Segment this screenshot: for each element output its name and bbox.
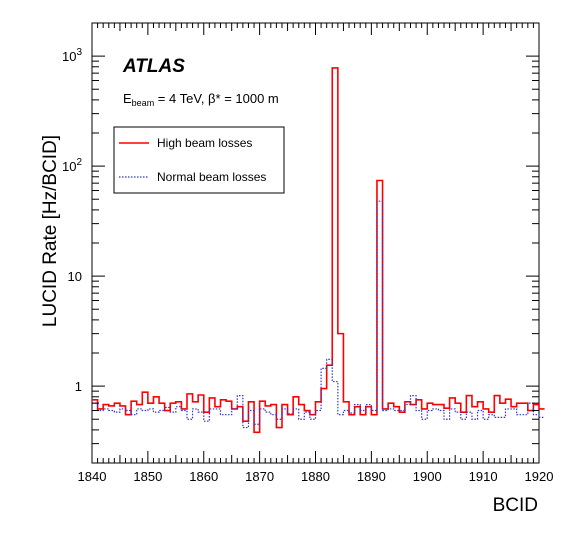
beam-info-subscript: beam	[132, 98, 155, 108]
y-tick-label-base: 10	[62, 159, 76, 174]
y-tick-label-base: 10	[68, 269, 82, 284]
legend-label-high: High beam losses	[157, 136, 252, 150]
x-axis-title: BCID	[493, 495, 538, 516]
x-tick-label: 1850	[133, 469, 162, 484]
y-tick-label-base: 1	[75, 379, 82, 394]
x-tick-label: 1860	[189, 469, 218, 484]
x-tick-label: 1900	[413, 469, 442, 484]
y-tick-label: 1	[75, 379, 82, 394]
x-axis-ticks: 1840 1850 1860 1870 1880 1890 1900 1910 1920	[78, 23, 554, 484]
y-tick-label-exponent: 2	[76, 157, 82, 168]
legend-label-normal: Normal beam losses	[157, 170, 266, 184]
y-tick-label-exponent: 3	[76, 47, 82, 58]
x-tick-label: 1880	[301, 469, 330, 484]
beam-info: Ebeam = 4 TeV, β* = 1000 m	[123, 91, 279, 108]
x-tick-label: 1910	[469, 469, 498, 484]
y-tick-label: 102	[62, 157, 82, 174]
x-tick-label: 1920	[525, 469, 554, 484]
beam-info-rest: = 4 TeV, β* = 1000 m	[154, 91, 279, 106]
y-tick-label-base: 10	[62, 49, 76, 64]
x-tick-label: 1870	[245, 469, 274, 484]
series-high-beam-losses-line	[92, 67, 545, 434]
series-normal-beam-losses-line	[92, 200, 545, 429]
y-tick-label: 10	[68, 269, 82, 284]
data-layer	[92, 67, 545, 434]
legend: High beam losses Normal beam losses	[113, 126, 285, 194]
x-tick-label: 1890	[357, 469, 386, 484]
legend-box	[113, 126, 285, 194]
y-tick-label: 103	[62, 47, 82, 64]
x-tick-label: 1840	[78, 469, 107, 484]
atlas-label: ATLAS	[122, 56, 185, 77]
beam-info-e: E	[123, 91, 132, 106]
y-axis-title: LUCID Rate [Hz/BCID]	[40, 135, 61, 327]
